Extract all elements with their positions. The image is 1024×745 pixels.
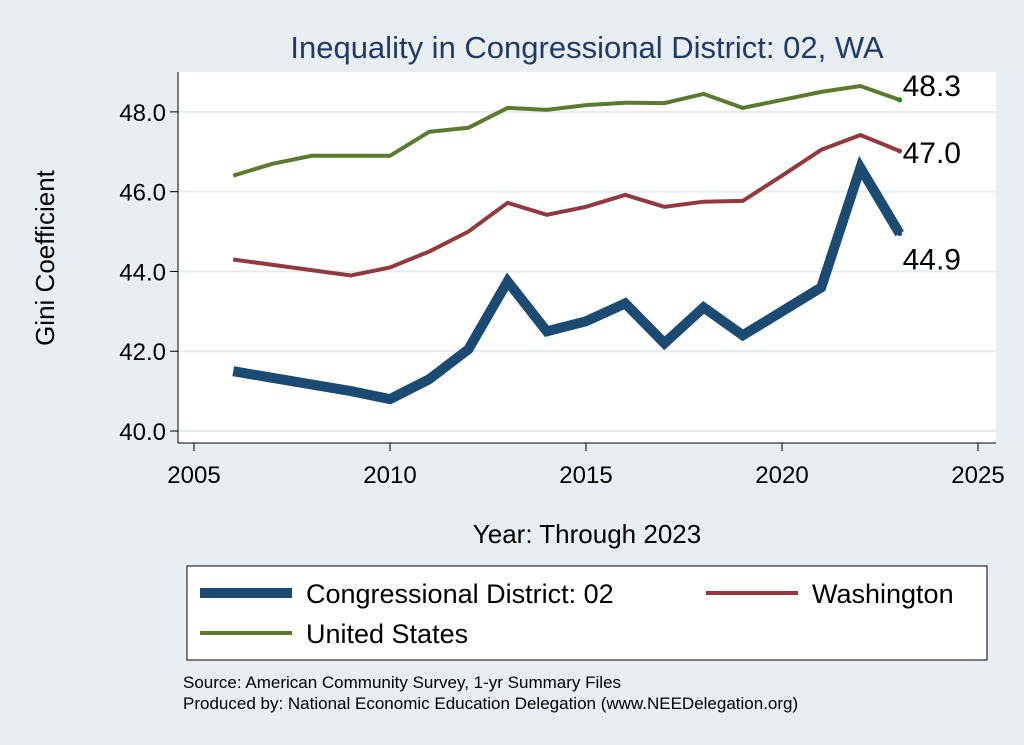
end-label-2: 47.0 xyxy=(903,137,961,170)
gridlines xyxy=(178,110,996,433)
series-line-1 xyxy=(232,155,904,405)
y-axis-ticks: 40.0 42.0 44.0 46.0 48.0 xyxy=(119,100,178,446)
produced-by-line: Produced by: National Economic Education… xyxy=(183,694,798,713)
x-tick-label: 2015 xyxy=(559,462,612,489)
series-line-2 xyxy=(232,132,901,278)
x-tick-label: 2025 xyxy=(951,462,1004,489)
legend-label-3: United States xyxy=(306,619,468,649)
series-lines xyxy=(232,83,904,405)
source-line: Source: American Community Survey, 1-yr … xyxy=(183,673,621,692)
y-tick-label: 42.0 xyxy=(119,339,166,366)
series-line-3 xyxy=(232,83,901,178)
end-labels: 48.3 47.0 44.9 xyxy=(903,70,961,277)
x-tick-label: 2005 xyxy=(167,462,220,489)
x-tick-label: 2020 xyxy=(755,462,808,489)
y-axis-title: Gini Coefficient xyxy=(30,169,60,346)
y-tick-label: 44.0 xyxy=(119,259,166,286)
x-axis-ticks: 2005 2010 2015 2020 2025 xyxy=(167,443,1005,489)
end-label-1: 44.9 xyxy=(903,244,961,277)
y-tick-label: 46.0 xyxy=(119,180,166,207)
x-tick-label: 2010 xyxy=(363,462,416,489)
y-tick-label: 40.0 xyxy=(119,419,166,446)
legend: Congressional District: 02 Washington Unit… xyxy=(200,579,954,649)
y-tick-label: 48.0 xyxy=(119,100,166,127)
series-end-marker-2 xyxy=(897,148,903,154)
chart-title: Inequality in Congressional District: 02… xyxy=(290,30,884,65)
legend-box xyxy=(186,565,988,661)
series-end-marker-3 xyxy=(897,97,903,103)
legend-label-2: Washington xyxy=(812,579,954,609)
end-label-3: 48.3 xyxy=(903,70,961,103)
series-end-marker-1 xyxy=(897,231,903,237)
legend-label-1: Congressional District: 02 xyxy=(306,579,614,609)
x-axis-title: Year: Through 2023 xyxy=(473,519,701,549)
